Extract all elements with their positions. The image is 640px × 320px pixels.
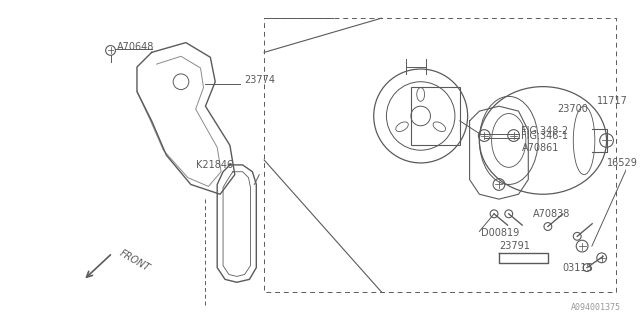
Text: 23700: 23700 [557,104,589,114]
Text: K21846: K21846 [196,160,233,170]
Text: 23774: 23774 [244,75,276,85]
Text: A70861: A70861 [522,143,559,153]
Text: FIG.348-2: FIG.348-2 [522,126,568,136]
Text: 16529: 16529 [607,158,637,168]
Text: A70838: A70838 [533,209,570,219]
Text: A70648: A70648 [117,42,155,52]
Text: FRONT: FRONT [117,248,151,273]
Text: FIG.346-1: FIG.346-1 [522,131,568,140]
Text: 0311S: 0311S [563,263,593,273]
Text: 11717: 11717 [596,96,628,106]
Text: A094001375: A094001375 [572,303,621,312]
Text: D00819: D00819 [481,228,520,238]
Text: 23791: 23791 [499,241,530,251]
